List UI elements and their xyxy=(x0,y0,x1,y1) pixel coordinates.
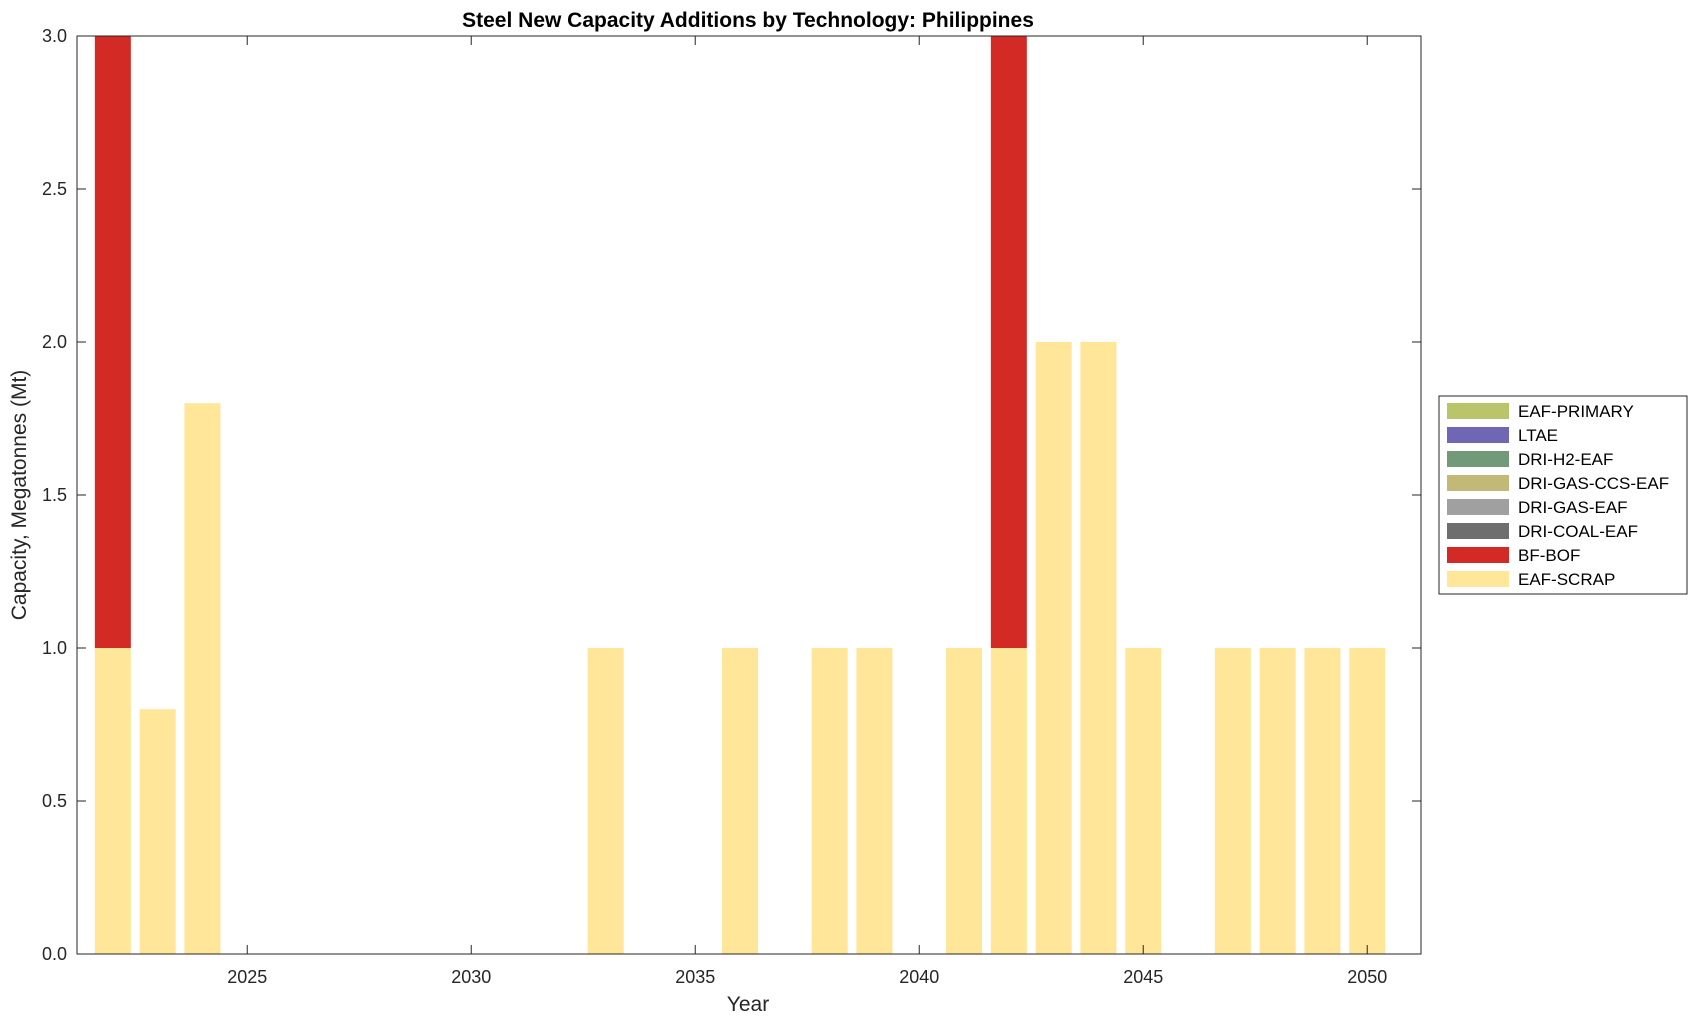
x-axis: 2025 2030 2035 2040 2045 2050 xyxy=(227,36,1387,987)
bar-eaf-scrap-2041 xyxy=(946,648,983,954)
legend-swatch-dri-gas-eaf xyxy=(1447,499,1509,515)
x-tick-label: 2030 xyxy=(451,967,491,987)
legend-label-dri-gas-eaf: DRI-GAS-EAF xyxy=(1518,498,1628,517)
y-tick-label: 1.0 xyxy=(42,638,67,658)
legend-swatch-dri-h2-eaf xyxy=(1447,451,1509,467)
bar-eaf-scrap-2039 xyxy=(856,648,893,954)
bar-eaf-scrap-2042 xyxy=(990,648,1027,954)
legend: EAF-PRIMARY LTAE DRI-H2-EAF DRI-GAS-CCS-EAF… xyxy=(1438,395,1688,595)
y-axis-label: Capacity, Megatonnes (Mt) xyxy=(8,370,31,621)
x-tick-label: 2050 xyxy=(1347,967,1387,987)
bar-eaf-scrap-2036 xyxy=(722,648,759,954)
y-tick-label: 2.0 xyxy=(42,332,67,352)
bar-eaf-scrap-2024 xyxy=(184,403,221,954)
x-tick-label: 2045 xyxy=(1123,967,1163,987)
legend-swatch-bf-bof xyxy=(1447,547,1509,563)
bar-eaf-scrap-2047 xyxy=(1214,648,1251,954)
y-axis: 0.0 0.5 1.0 1.5 2.0 2.5 3.0 xyxy=(42,26,1421,964)
bar-eaf-scrap-2033 xyxy=(587,648,624,954)
chart-title: Steel New Capacity Additions by Technolo… xyxy=(462,9,1034,32)
bar-eaf-scrap-2023 xyxy=(139,709,176,954)
bar-eaf-scrap-2044 xyxy=(1080,342,1117,954)
bar-eaf-scrap-2045 xyxy=(1125,648,1162,954)
y-tick-label: 3.0 xyxy=(42,26,67,46)
legend-label-dri-h2-eaf: DRI-H2-EAF xyxy=(1518,450,1613,469)
bar-bf-bof-2022 xyxy=(94,36,131,648)
legend-swatch-dri-gas-ccs-eaf xyxy=(1447,475,1509,491)
bar-eaf-scrap-2049 xyxy=(1304,648,1341,954)
y-tick-label: 0.5 xyxy=(42,791,67,811)
y-tick-label: 1.5 xyxy=(42,485,67,505)
bars-layer xyxy=(94,36,1386,954)
legend-swatch-eaf-scrap xyxy=(1447,571,1509,587)
legend-swatch-eaf-primary xyxy=(1447,403,1509,419)
x-tick-label: 2040 xyxy=(899,967,939,987)
legend-label-dri-coal-eaf: DRI-COAL-EAF xyxy=(1518,522,1638,541)
y-tick-label: 0.0 xyxy=(42,944,67,964)
legend-swatch-dri-coal-eaf xyxy=(1447,523,1509,539)
legend-label-eaf-scrap: EAF-SCRAP xyxy=(1518,570,1615,589)
bar-bf-bof-2042 xyxy=(990,36,1027,648)
y-tick-label: 2.5 xyxy=(42,179,67,199)
bar-eaf-scrap-2043 xyxy=(1035,342,1072,954)
x-axis-label: Year xyxy=(727,993,769,1016)
bar-eaf-scrap-2050 xyxy=(1349,648,1386,954)
legend-label-ltae: LTAE xyxy=(1518,426,1558,445)
legend-label-eaf-primary: EAF-PRIMARY xyxy=(1518,402,1634,421)
legend-label-bf-bof: BF-BOF xyxy=(1518,546,1580,565)
bar-eaf-scrap-2038 xyxy=(811,648,848,954)
x-tick-label: 2035 xyxy=(675,967,715,987)
legend-swatch-ltae xyxy=(1447,427,1509,443)
legend-label-dri-gas-ccs-eaf: DRI-GAS-CCS-EAF xyxy=(1518,474,1669,493)
x-tick-label: 2025 xyxy=(227,967,267,987)
bar-eaf-scrap-2022 xyxy=(94,648,131,954)
bar-eaf-scrap-2048 xyxy=(1259,648,1296,954)
